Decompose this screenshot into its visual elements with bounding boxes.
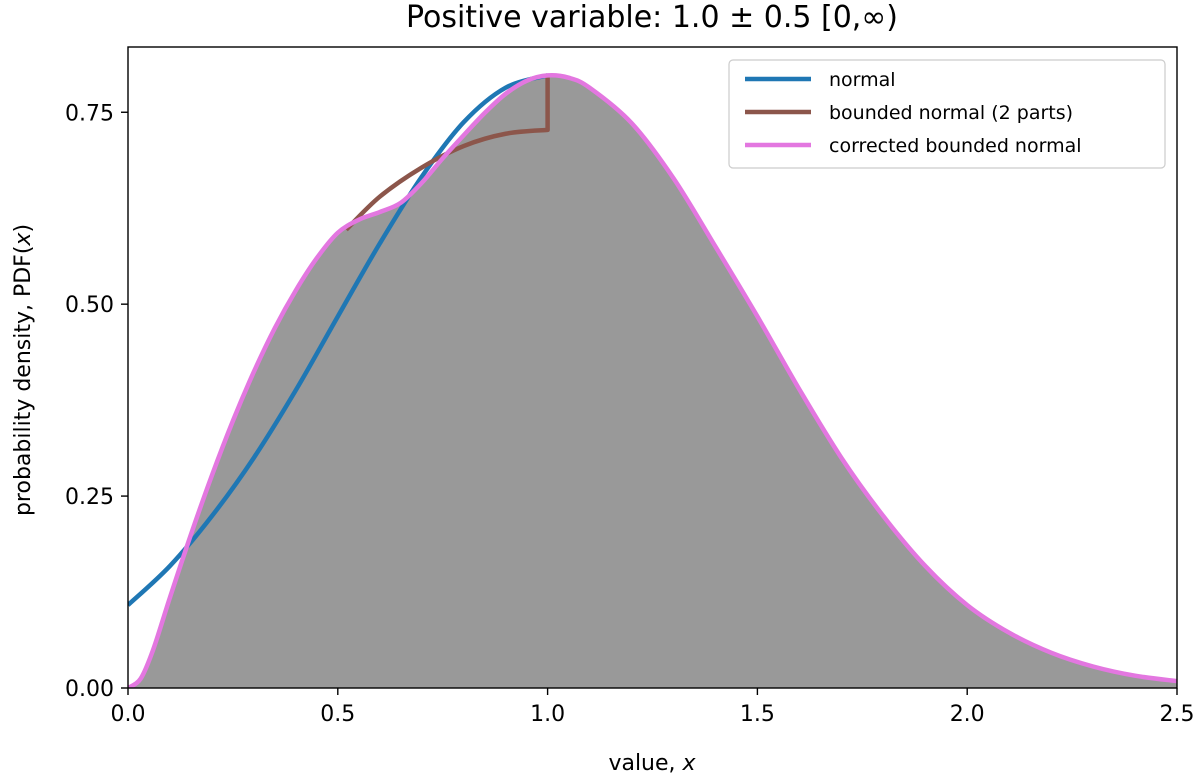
y-axis-label-close: ) [11,224,36,233]
legend-label: bounded normal (2 parts) [829,102,1073,124]
y-axis-label-text: probability density, PDF( [11,246,36,516]
y-tick-label: 0.50 [65,293,114,318]
x-axis-label-var: x [682,751,697,775]
x-tick-label: 0.0 [111,702,146,727]
y-tick-label: 0.00 [65,677,114,702]
y-axis-label-var: x [11,232,36,247]
x-tick-label: 1.5 [740,702,775,727]
chart-title: Positive variable: 1.0 ± 0.5 [0,∞) [406,0,898,35]
y-axis-label: probability density, PDF(x) [11,224,36,516]
x-axis-label-text: value, [608,751,682,775]
series-line-corrected-bounded-normal [128,73,1177,688]
legend-box [728,59,1166,169]
x-tick-label: 0.5 [320,702,355,727]
x-axis: 0.0 0.5 1.0 1.5 2.0 2.5 [111,688,1195,727]
legend: normal bounded normal (2 parts) corrected … [728,59,1166,169]
x-tick-label: 1.0 [530,702,565,727]
series-line-normal [128,73,549,607]
y-tick-label: 0.75 [65,101,114,126]
plot-clip-group [128,73,1177,688]
y-tick-label: 0.25 [65,485,114,510]
x-tick-label: 2.5 [1160,702,1195,727]
x-axis-label: value, x [608,751,696,775]
plot-area [128,73,1177,688]
axes-frame [127,46,1178,689]
x-tick-label: 2.0 [950,702,985,727]
legend-label: corrected bounded normal [829,135,1082,157]
legend-label: normal [829,69,896,91]
y-axis: 0.00 0.25 0.50 0.75 [65,101,128,702]
